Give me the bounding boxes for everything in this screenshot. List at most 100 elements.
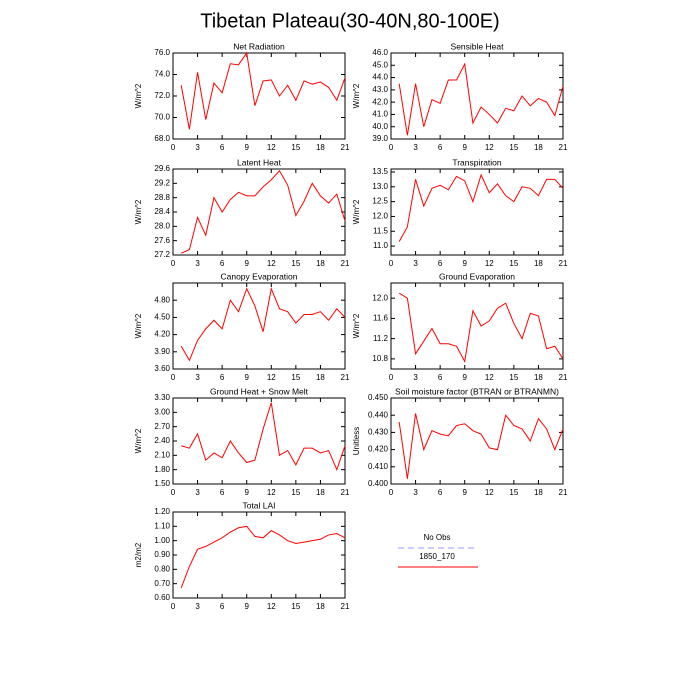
y-tick-label: 0.450: [368, 393, 389, 402]
y-axis-label: W/m^2: [134, 199, 143, 224]
x-tick-label: 21: [341, 602, 350, 611]
y-tick-label: 27.2: [154, 250, 170, 259]
data-line: [180, 286, 346, 362]
y-tick-label: 11.2: [373, 334, 389, 343]
y-tick-label: 29.6: [154, 164, 170, 173]
x-tick-label: 21: [559, 143, 568, 152]
y-tick-label: 39.0: [372, 134, 388, 143]
y-tick-label: 42.0: [372, 97, 388, 106]
y-tick-label: 70.0: [154, 113, 170, 122]
y-tick-label: 72.0: [154, 91, 170, 100]
x-tick-label: 12: [485, 259, 494, 268]
x-tick-label: 3: [195, 143, 200, 152]
y-tick-label: 11.0: [373, 241, 389, 250]
x-tick-label: 3: [413, 488, 418, 497]
data-line: [398, 292, 564, 363]
plot-frame: [172, 282, 346, 370]
x-tick-label: 9: [244, 259, 249, 268]
x-tick-label: 3: [413, 259, 418, 268]
x-tick-label: 18: [534, 488, 543, 497]
data-line: [398, 173, 564, 242]
y-tick-label: 13.5: [372, 167, 388, 176]
y-tick-label: 11.6: [373, 314, 389, 323]
x-tick-label: 15: [509, 373, 518, 382]
x-tick-label: 9: [244, 602, 249, 611]
y-tick-label: 3.30: [154, 393, 170, 402]
y-tick-label: 0.440: [368, 410, 389, 419]
x-tick-label: 21: [341, 259, 350, 268]
x-tick-label: 15: [291, 259, 300, 268]
x-tick-label: 15: [291, 373, 300, 382]
y-tick-label: 4.80: [154, 295, 170, 304]
x-tick-label: 12: [267, 259, 276, 268]
x-tick-label: 15: [509, 488, 518, 497]
y-tick-label: 0.90: [154, 550, 170, 559]
panel-title: Ground Heat + Snow Melt: [210, 386, 309, 396]
y-axis-label: W/m^2: [134, 428, 143, 453]
y-tick-label: 13.0: [372, 182, 388, 191]
x-tick-label: 15: [291, 602, 300, 611]
y-tick-label: 3.90: [154, 347, 170, 356]
y-tick-label: 44.0: [372, 73, 388, 82]
y-axis-label: W/m^2: [352, 199, 361, 224]
y-tick-label: 3.00: [154, 407, 170, 416]
y-tick-label: 11.5: [373, 226, 389, 235]
x-tick-label: 6: [220, 602, 225, 611]
panel-title: Soil moisture factor (BTRAN or BTRANMN): [395, 386, 559, 396]
y-tick-label: 0.400: [368, 479, 389, 488]
x-tick-label: 0: [171, 488, 176, 497]
y-tick-label: 27.6: [154, 236, 170, 245]
y-tick-label: 1.20: [154, 507, 170, 516]
y-tick-label: 12.0: [372, 212, 388, 221]
x-tick-label: 0: [171, 373, 176, 382]
y-tick-label: 41.0: [372, 110, 388, 119]
y-tick-label: 74.0: [154, 70, 170, 79]
x-tick-label: 15: [509, 259, 518, 268]
y-axis-label: W/m^2: [134, 313, 143, 338]
y-tick-label: 40.0: [372, 122, 388, 131]
x-tick-label: 12: [267, 373, 276, 382]
plot-frame: [390, 282, 564, 370]
y-axis-label: W/m^2: [352, 313, 361, 338]
y-tick-label: 0.80: [154, 564, 170, 573]
x-tick-label: 3: [195, 488, 200, 497]
x-tick-label: 0: [171, 143, 176, 152]
y-tick-label: 1.80: [154, 465, 170, 474]
plot-frame: [390, 52, 564, 140]
y-tick-label: 29.2: [154, 178, 170, 187]
x-tick-label: 3: [413, 373, 418, 382]
x-tick-label: 18: [534, 373, 543, 382]
x-tick-label: 18: [316, 143, 325, 152]
legend-label: No Obs: [423, 533, 450, 542]
plot-frame: [390, 397, 564, 485]
x-tick-label: 21: [341, 143, 350, 152]
x-tick-label: 15: [509, 143, 518, 152]
x-tick-label: 9: [462, 143, 467, 152]
x-tick-label: 0: [389, 373, 394, 382]
chart-title: Tibetan Plateau(30-40N,80-100E): [200, 10, 499, 32]
y-axis-label: m2/m2: [134, 542, 143, 567]
y-tick-label: 2.70: [154, 422, 170, 431]
x-tick-label: 21: [559, 373, 568, 382]
y-tick-label: 28.0: [154, 221, 170, 230]
y-tick-label: 2.10: [154, 450, 170, 459]
y-tick-label: 28.4: [154, 207, 170, 216]
x-tick-label: 6: [438, 259, 443, 268]
x-tick-label: 18: [316, 259, 325, 268]
y-axis-label: W/m^2: [134, 83, 143, 108]
y-tick-label: 45.0: [372, 60, 388, 69]
y-tick-label: 28.8: [154, 193, 170, 202]
x-tick-label: 3: [195, 259, 200, 268]
x-tick-label: 0: [171, 602, 176, 611]
y-tick-label: 0.430: [368, 428, 389, 437]
plot-frame: [390, 168, 564, 256]
y-tick-label: 1.00: [154, 536, 170, 545]
x-tick-label: 9: [462, 259, 467, 268]
x-tick-label: 15: [291, 143, 300, 152]
x-tick-label: 6: [438, 143, 443, 152]
x-tick-label: 18: [316, 602, 325, 611]
panel-title: Total LAI: [242, 500, 275, 510]
x-tick-label: 6: [220, 373, 225, 382]
